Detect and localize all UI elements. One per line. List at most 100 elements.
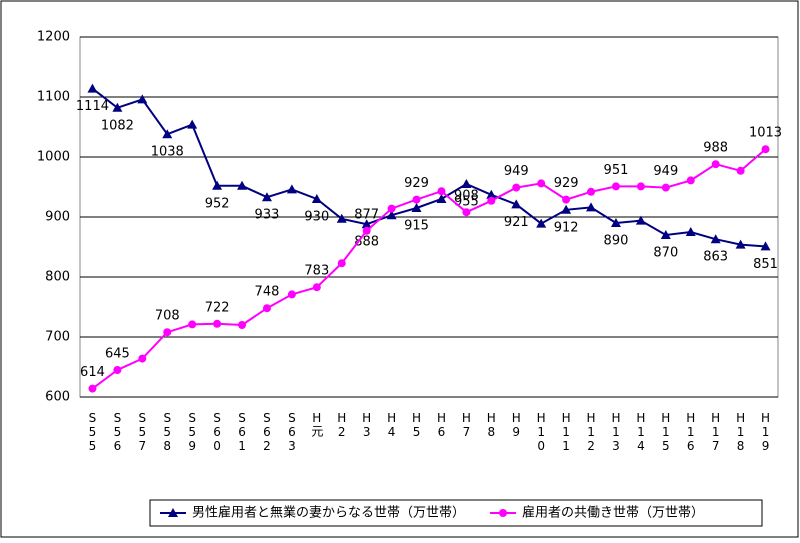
data-label: 1013 <box>749 126 782 141</box>
data-label: 949 <box>653 164 678 179</box>
marker <box>138 354 147 363</box>
marker <box>511 199 522 209</box>
marker <box>336 213 347 223</box>
x-tick-label: H8 <box>484 411 498 439</box>
data-label: 708 <box>155 309 180 324</box>
marker <box>635 215 646 225</box>
marker <box>736 166 745 175</box>
marker <box>262 304 271 313</box>
marker <box>486 189 497 199</box>
marker <box>499 509 507 517</box>
data-label: 877 <box>354 207 379 222</box>
data-label: 929 <box>554 176 579 191</box>
marker <box>561 204 572 214</box>
marker <box>610 218 621 227</box>
series-line <box>91 148 767 390</box>
y-tick-label: 700 <box>45 330 70 345</box>
data-label: 614 <box>80 365 105 380</box>
x-tick-label: H13 <box>609 411 623 453</box>
x-tick-label: S60 <box>210 411 224 453</box>
x-tick-label: S58 <box>160 411 174 453</box>
marker <box>286 184 297 194</box>
marker <box>361 219 372 229</box>
data-label: 870 <box>653 246 678 261</box>
marker <box>660 230 671 239</box>
x-tick-label: H元 <box>310 411 324 438</box>
x-tick-label: H3 <box>360 411 374 439</box>
x-tick-label: S62 <box>260 411 274 453</box>
x-tick-label: H18 <box>734 411 748 453</box>
marker <box>213 319 222 328</box>
legend-box <box>149 499 763 527</box>
x-tick-label: H7 <box>459 411 473 439</box>
marker <box>587 187 596 196</box>
data-label: 890 <box>604 234 629 249</box>
data-label: 1082 <box>101 118 134 133</box>
y-tick-label: 900 <box>45 210 70 225</box>
marker <box>436 194 447 203</box>
data-label: 783 <box>304 264 329 279</box>
marker <box>88 384 97 393</box>
x-tick-label: S61 <box>235 411 249 453</box>
y-tick-label: 800 <box>45 270 70 285</box>
x-tick-label: H6 <box>434 411 448 439</box>
series-line <box>91 87 766 248</box>
legend-label: 男性雇用者と無業の妻からなる世帯（万世帯） <box>192 505 465 521</box>
x-tick-label: H14 <box>634 411 648 453</box>
marker <box>188 320 197 329</box>
x-tick-label: H17 <box>709 411 723 453</box>
x-tick-label: S63 <box>285 411 299 453</box>
marker <box>611 182 620 191</box>
marker <box>562 195 571 204</box>
y-tick-label: 1100 <box>37 90 70 105</box>
data-label: 929 <box>404 176 429 191</box>
x-tick-label: H9 <box>509 411 523 439</box>
marker <box>362 226 371 235</box>
marker <box>112 102 123 112</box>
x-tick-label: S59 <box>185 411 199 453</box>
marker <box>710 234 721 244</box>
x-tick-label: H5 <box>410 411 424 439</box>
marker <box>412 195 421 204</box>
marker <box>187 119 198 129</box>
marker <box>238 321 247 329</box>
marker <box>387 204 396 213</box>
marker <box>686 176 695 185</box>
marker <box>168 508 178 517</box>
marker <box>312 283 321 292</box>
marker <box>537 179 546 188</box>
x-tick-label: S56 <box>110 411 124 453</box>
marker <box>163 328 172 337</box>
data-label: 851 <box>753 257 778 272</box>
data-label: 645 <box>105 347 130 362</box>
x-tick-label: H11 <box>559 411 573 453</box>
legend-label: 雇用者の共働き世帯（万世帯） <box>522 505 704 521</box>
data-label: 951 <box>604 163 629 178</box>
data-label: 1114 <box>76 99 109 114</box>
x-tick-label: S57 <box>135 411 149 453</box>
marker <box>536 218 547 228</box>
marker <box>287 290 296 299</box>
x-tick-label: H15 <box>659 411 673 453</box>
marker <box>113 366 122 374</box>
data-label: 949 <box>504 164 529 179</box>
data-label: 930 <box>304 210 329 225</box>
data-label: 988 <box>703 141 728 156</box>
x-tick-label: H16 <box>684 411 698 453</box>
marker <box>661 183 670 192</box>
data-label: 908 <box>454 189 479 204</box>
marker <box>261 192 272 202</box>
marker <box>735 239 746 249</box>
x-tick-label: H4 <box>385 411 399 439</box>
marker <box>636 182 645 191</box>
y-tick-label: 600 <box>45 390 70 405</box>
marker <box>137 94 148 104</box>
marker <box>386 210 397 220</box>
marker <box>586 202 597 212</box>
y-tick-label: 1200 <box>37 30 70 45</box>
marker <box>685 227 696 236</box>
data-label: 921 <box>504 215 529 230</box>
marker <box>487 196 496 205</box>
data-label: 1038 <box>151 145 184 160</box>
